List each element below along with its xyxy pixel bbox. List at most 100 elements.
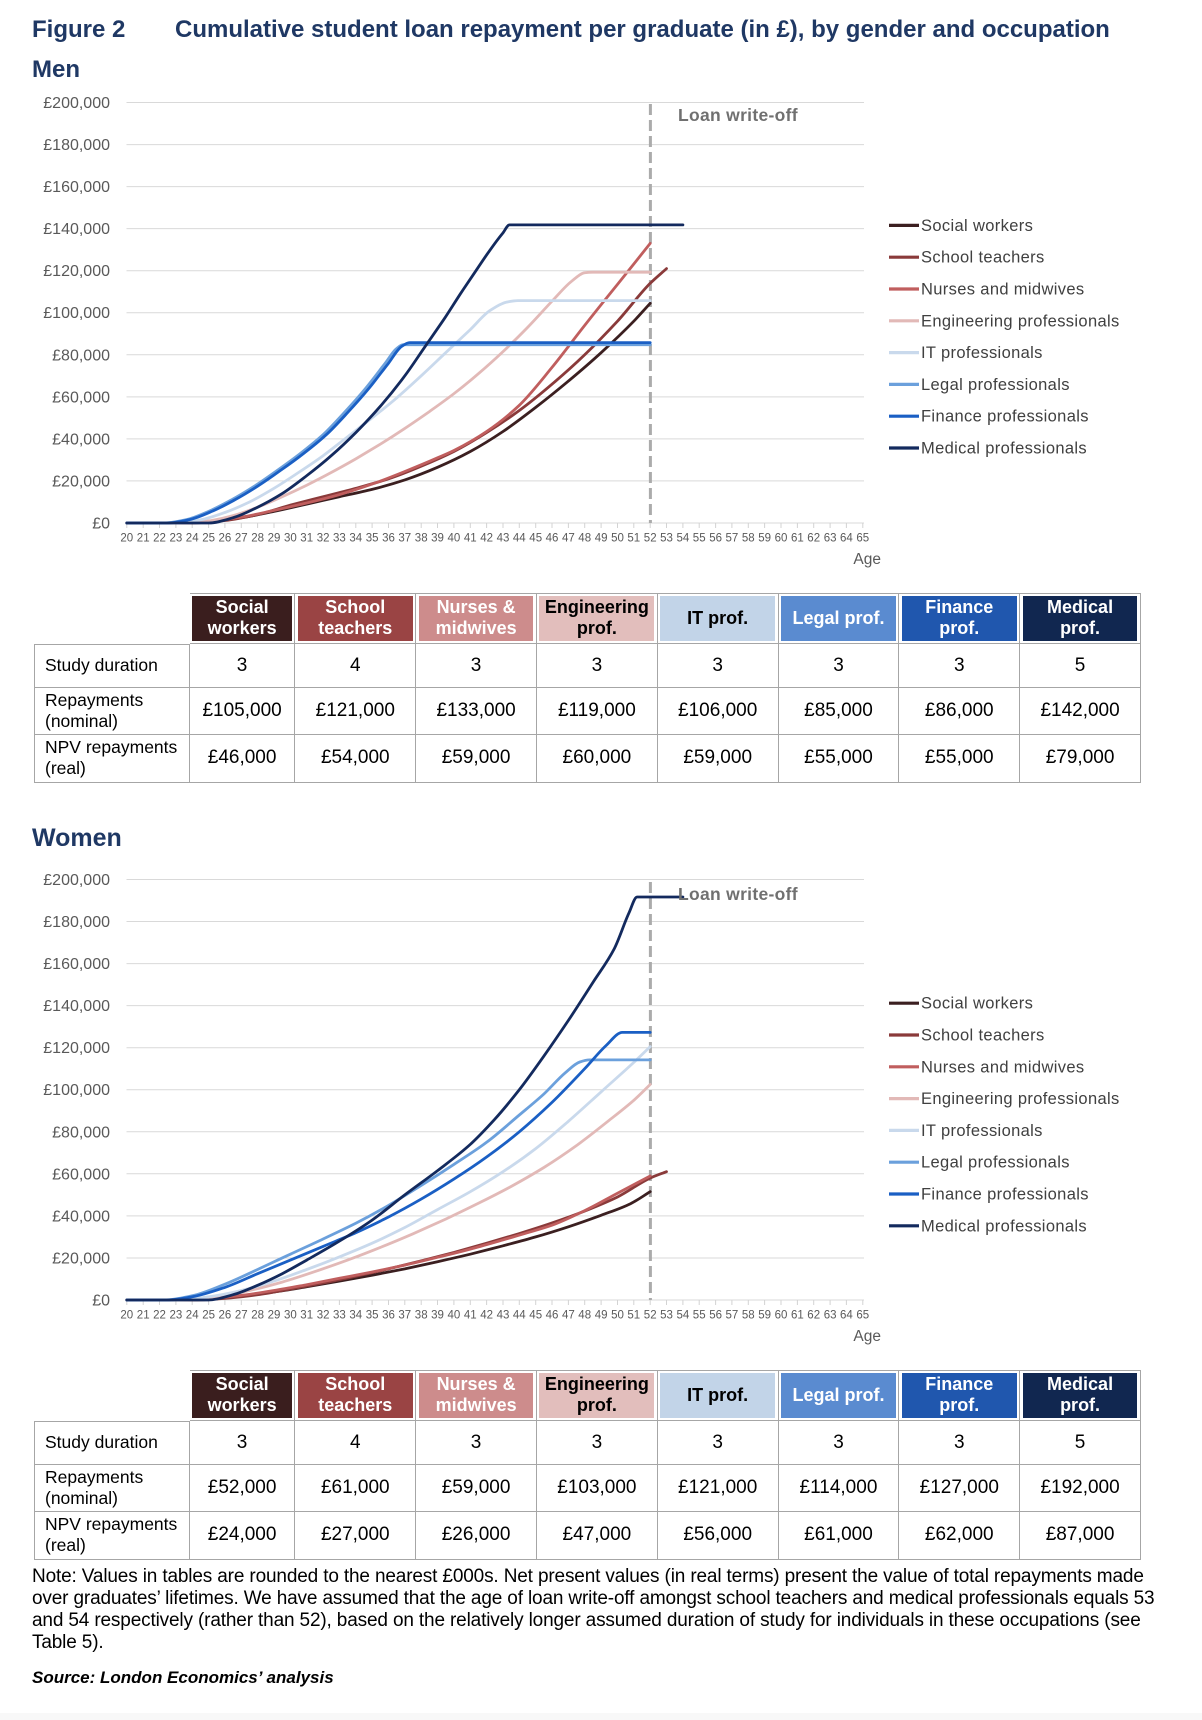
svg-text:Loan write-off: Loan write-off (678, 105, 798, 125)
svg-text:26: 26 (219, 1310, 232, 1322)
svg-text:32: 32 (317, 1310, 330, 1322)
svg-text:£180,000: £180,000 (43, 137, 110, 154)
svg-text:School teachers: School teachers (921, 249, 1045, 267)
svg-text:20: 20 (120, 1310, 133, 1322)
svg-text:48: 48 (578, 1310, 591, 1322)
svg-text:45: 45 (529, 533, 542, 545)
svg-text:60: 60 (775, 533, 788, 545)
svg-text:Social workers: Social workers (921, 217, 1033, 235)
svg-text:55: 55 (693, 533, 706, 545)
svg-text:64: 64 (840, 533, 853, 545)
svg-text:27: 27 (235, 533, 248, 545)
svg-text:£120,000: £120,000 (43, 263, 110, 280)
svg-text:24: 24 (186, 1310, 199, 1322)
svg-text:£80,000: £80,000 (52, 1124, 110, 1141)
svg-text:£100,000: £100,000 (43, 1082, 110, 1099)
svg-text:37: 37 (398, 533, 411, 545)
svg-text:40: 40 (448, 533, 461, 545)
svg-text:58: 58 (742, 1310, 755, 1322)
svg-text:59: 59 (758, 533, 771, 545)
svg-text:Engineering professionals: Engineering professionals (921, 1090, 1120, 1108)
svg-text:Loan write-off: Loan write-off (678, 884, 798, 904)
svg-text:57: 57 (726, 1310, 739, 1322)
svg-text:Medical professionals: Medical professionals (921, 440, 1087, 458)
svg-text:26: 26 (219, 533, 232, 545)
svg-text:Engineering professionals: Engineering professionals (921, 312, 1120, 330)
svg-text:61: 61 (791, 1310, 804, 1322)
svg-text:£60,000: £60,000 (52, 389, 110, 406)
svg-text:Finance professionals: Finance professionals (921, 1186, 1089, 1204)
svg-text:£0: £0 (92, 516, 110, 533)
svg-text:20: 20 (120, 533, 133, 545)
svg-text:52: 52 (644, 533, 657, 545)
svg-text:35: 35 (366, 533, 379, 545)
svg-text:42: 42 (480, 533, 493, 545)
svg-text:44: 44 (513, 533, 526, 545)
svg-text:£40,000: £40,000 (52, 431, 110, 448)
svg-text:24: 24 (186, 533, 199, 545)
svg-text:Age: Age (853, 1328, 881, 1345)
svg-text:65: 65 (856, 1310, 869, 1322)
svg-text:£20,000: £20,000 (52, 473, 110, 490)
svg-text:Nurses and midwives: Nurses and midwives (921, 1058, 1084, 1076)
svg-text:55: 55 (693, 1310, 706, 1322)
svg-text:36: 36 (382, 1310, 395, 1322)
svg-text:53: 53 (660, 1310, 673, 1322)
svg-text:Age: Age (853, 551, 881, 568)
svg-text:38: 38 (415, 1310, 428, 1322)
svg-text:65: 65 (856, 533, 869, 545)
svg-text:56: 56 (709, 1310, 722, 1322)
svg-text:41: 41 (464, 533, 477, 545)
svg-text:30: 30 (284, 1310, 297, 1322)
svg-text:42: 42 (480, 1310, 493, 1322)
svg-text:School teachers: School teachers (921, 1027, 1045, 1045)
svg-text:37: 37 (398, 1310, 411, 1322)
svg-text:51: 51 (627, 1310, 640, 1322)
svg-text:Legal professionals: Legal professionals (921, 1154, 1070, 1172)
svg-text:31: 31 (300, 1310, 313, 1322)
svg-text:41: 41 (464, 1310, 477, 1322)
svg-text:Finance professionals: Finance professionals (921, 408, 1089, 426)
svg-text:44: 44 (513, 1310, 526, 1322)
svg-text:25: 25 (202, 533, 215, 545)
svg-text:23: 23 (170, 1310, 183, 1322)
svg-text:32: 32 (317, 533, 330, 545)
svg-text:22: 22 (153, 1310, 166, 1322)
svg-text:23: 23 (170, 533, 183, 545)
svg-text:35: 35 (366, 1310, 379, 1322)
svg-text:45: 45 (529, 1310, 542, 1322)
svg-text:21: 21 (137, 1310, 150, 1322)
svg-text:54: 54 (677, 1310, 690, 1322)
svg-text:46: 46 (546, 1310, 559, 1322)
svg-text:£100,000: £100,000 (43, 305, 110, 322)
svg-text:Nurses and midwives: Nurses and midwives (921, 281, 1084, 299)
svg-text:£80,000: £80,000 (52, 347, 110, 364)
svg-text:63: 63 (824, 533, 837, 545)
svg-text:56: 56 (709, 533, 722, 545)
svg-text:28: 28 (251, 533, 264, 545)
svg-text:43: 43 (497, 533, 510, 545)
svg-text:62: 62 (807, 1310, 820, 1322)
svg-text:£160,000: £160,000 (43, 179, 110, 196)
svg-text:IT professionals: IT professionals (921, 1122, 1043, 1140)
svg-text:54: 54 (677, 533, 690, 545)
svg-text:47: 47 (562, 533, 575, 545)
svg-text:52: 52 (644, 1310, 657, 1322)
svg-text:62: 62 (807, 533, 820, 545)
svg-text:28: 28 (251, 1310, 264, 1322)
svg-text:39: 39 (431, 1310, 444, 1322)
svg-text:£200,000: £200,000 (43, 872, 110, 889)
svg-text:29: 29 (268, 1310, 281, 1322)
svg-text:58: 58 (742, 533, 755, 545)
svg-text:47: 47 (562, 1310, 575, 1322)
svg-text:Legal professionals: Legal professionals (921, 376, 1070, 394)
svg-text:57: 57 (726, 533, 739, 545)
svg-text:33: 33 (333, 533, 346, 545)
svg-text:Social workers: Social workers (921, 995, 1033, 1013)
svg-text:59: 59 (758, 1310, 771, 1322)
svg-text:64: 64 (840, 1310, 853, 1322)
svg-text:46: 46 (546, 533, 559, 545)
svg-text:£140,000: £140,000 (43, 221, 110, 238)
svg-text:£200,000: £200,000 (43, 95, 110, 112)
svg-text:60: 60 (775, 1310, 788, 1322)
